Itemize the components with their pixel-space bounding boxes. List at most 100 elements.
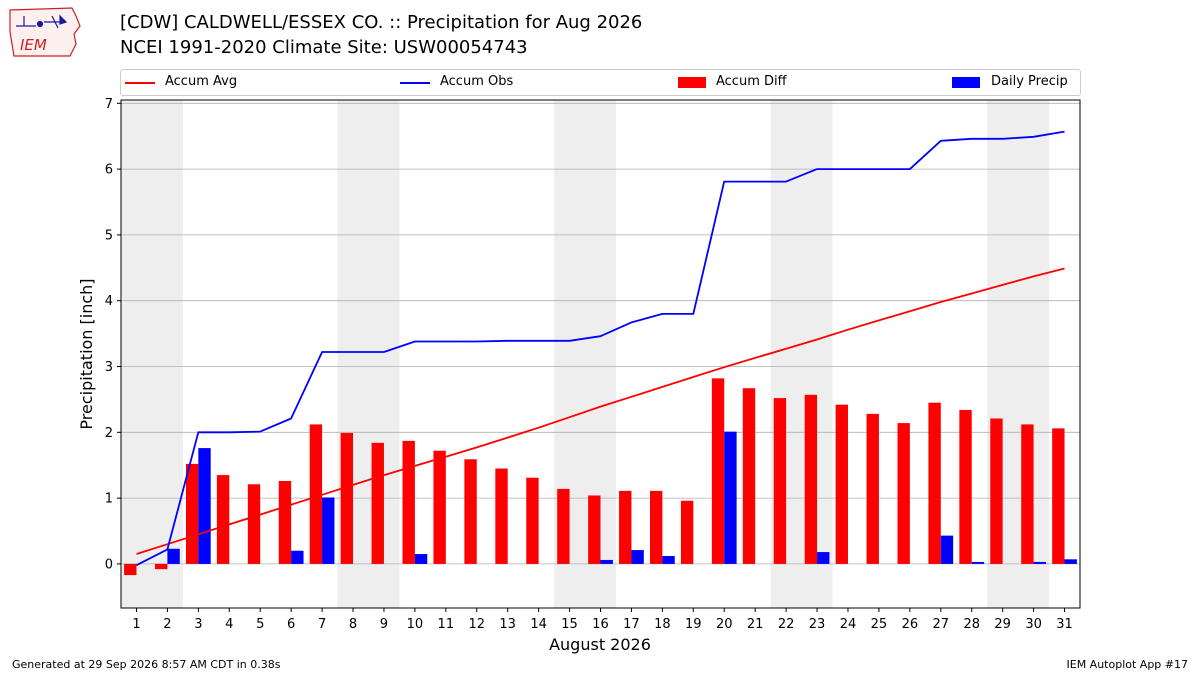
- x-axis-label: August 2026: [549, 635, 651, 654]
- legend-swatch-obs: [400, 82, 430, 84]
- y-tick-label: 3: [105, 360, 113, 375]
- x-tick-label: 6: [287, 617, 295, 632]
- x-tick-label: 14: [530, 617, 547, 632]
- iem-logo: IEM: [9, 7, 81, 57]
- daily-precip-bar: [322, 497, 335, 564]
- x-tick-label: 28: [963, 617, 980, 632]
- accum-diff-bar: [897, 423, 910, 564]
- accum-diff-bar: [340, 432, 354, 564]
- x-tick-label: 21: [747, 617, 764, 632]
- x-tick-label: 1: [132, 617, 140, 632]
- daily-precip-bar: [971, 561, 985, 564]
- x-tick-label: 25: [871, 617, 888, 632]
- accum-diff-bar: [278, 481, 292, 564]
- x-tick-label: 23: [809, 617, 826, 632]
- daily-precip-bar: [291, 550, 304, 564]
- accum-diff-bar: [835, 404, 848, 564]
- accum-diff-bar: [402, 440, 415, 564]
- legend-swatch-avg: [125, 82, 155, 84]
- generated-timestamp: Generated at 29 Sep 2026 8:57 AM CDT in …: [12, 658, 281, 671]
- x-tick-label: 27: [933, 617, 950, 632]
- x-tick-label: 26: [902, 617, 919, 632]
- daily-precip-bar: [940, 535, 954, 564]
- x-tick-label: 24: [840, 617, 857, 632]
- y-tick-label: 6: [105, 163, 113, 178]
- y-tick-label: 5: [105, 228, 113, 243]
- weekend-band: [121, 100, 183, 608]
- x-tick-label: 12: [468, 617, 485, 632]
- accum-diff-bar: [1021, 424, 1034, 564]
- accum-diff-bar: [649, 490, 663, 564]
- x-tick-label: 2: [163, 617, 171, 632]
- accum-diff-bar: [773, 398, 787, 564]
- daily-precip-bar: [600, 559, 613, 564]
- accum-diff-bar: [309, 424, 323, 564]
- x-tick-label: 19: [685, 617, 702, 632]
- accum-diff-bar: [619, 490, 632, 564]
- x-tick-label: 7: [318, 617, 326, 632]
- daily-precip-bar: [198, 448, 211, 564]
- chart-title: [CDW] CALDWELL/ESSEX CO. :: Precipitatio…: [120, 12, 643, 33]
- daily-precip-bar: [724, 431, 737, 564]
- daily-precip-bar: [662, 556, 675, 564]
- x-tick-label: 31: [1056, 617, 1073, 632]
- legend-swatch-daily: [952, 77, 980, 88]
- daily-precip-bar: [817, 552, 830, 564]
- app-label: IEM Autoplot App #17: [1066, 658, 1189, 671]
- y-tick-label: 2: [105, 426, 113, 441]
- x-tick-label: 18: [654, 617, 671, 632]
- accum-diff-bar: [495, 468, 508, 564]
- accum-diff-bar: [557, 488, 570, 564]
- weather-station-icon: [16, 14, 68, 29]
- accum-diff-bar: [464, 459, 477, 564]
- accum-diff-bar: [928, 402, 941, 564]
- weekend-shading: [121, 100, 1050, 608]
- accum-obs-line: [136, 130, 1065, 567]
- daily-precip-bar: [631, 550, 644, 564]
- legend-label-avg: Accum Avg: [165, 74, 238, 89]
- chart-subtitle: NCEI 1991-2020 Climate Site: USW00054743: [120, 37, 528, 58]
- accum-diff-bar: [185, 463, 199, 564]
- accum-diff-bar: [804, 394, 818, 564]
- accum-diff-bar: [155, 563, 168, 570]
- accum-diff-bar: [526, 477, 539, 564]
- accum-diff-bar: [866, 413, 879, 564]
- lines: [136, 130, 1065, 567]
- legend: Accum Avg Accum Obs Accum Diff Daily Pre…: [120, 69, 1081, 96]
- legend-swatch-diff: [678, 77, 706, 88]
- x-tick-label: 3: [194, 617, 202, 632]
- legend-label-obs: Accum Obs: [440, 74, 514, 89]
- accum-diff-bar: [1052, 428, 1065, 564]
- accum-diff-bar: [124, 563, 137, 576]
- accum-diff-bar: [711, 378, 725, 564]
- legend-label-diff: Accum Diff: [716, 74, 787, 89]
- x-tick-label: 5: [256, 617, 264, 632]
- logo-text: IEM: [20, 36, 47, 54]
- x-tick-label: 13: [499, 617, 516, 632]
- accum-diff-bar: [247, 484, 261, 564]
- y-tick-label: 7: [105, 97, 113, 112]
- legend-label-daily: Daily Precip: [991, 74, 1068, 89]
- x-tick-label: 15: [561, 617, 578, 632]
- x-tick-label: 8: [349, 617, 357, 632]
- daily-precip-bar: [167, 548, 180, 564]
- y-tick-label: 4: [105, 294, 113, 309]
- x-tick-label: 4: [225, 617, 233, 632]
- accum-diff-bar: [433, 450, 446, 564]
- bars: [124, 378, 1077, 576]
- accum-diff-bar: [588, 495, 601, 564]
- x-tick-label: 30: [1025, 617, 1042, 632]
- accum-diff-bar: [371, 442, 384, 564]
- daily-precip-bar: [414, 554, 428, 564]
- accum-avg-line: [136, 267, 1065, 555]
- x-tick-label: 9: [380, 617, 388, 632]
- x-tick-label: 20: [716, 617, 733, 632]
- accum-diff-bar: [959, 409, 972, 564]
- y-tick-label: 1: [105, 492, 113, 507]
- x-tick-label: 29: [994, 617, 1011, 632]
- accum-diff-bar: [680, 500, 694, 564]
- x-tick-label: 16: [592, 617, 609, 632]
- y-tick-label: 0: [105, 557, 113, 572]
- x-tick-label: 10: [407, 617, 424, 632]
